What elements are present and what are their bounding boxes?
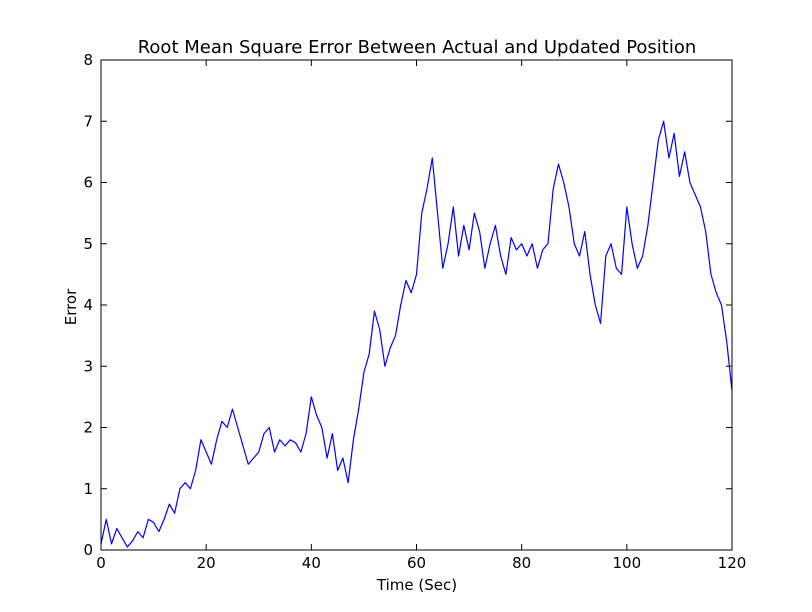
y-tick-label: 4	[83, 296, 93, 314]
x-axis-label: Time (Sec)	[376, 576, 457, 594]
y-tick-label: 7	[83, 112, 93, 130]
series-line	[100, 120, 733, 548]
y-tick-label: 0	[83, 541, 93, 559]
x-tick-label: 120	[718, 554, 747, 572]
chart-title: Root Mean Square Error Between Actual an…	[138, 37, 697, 58]
y-axis-label: Error	[62, 288, 80, 325]
x-tick-label: 0	[96, 554, 106, 572]
y-tick-label: 8	[83, 51, 93, 69]
x-tick-label: 40	[302, 554, 321, 572]
axis-ticks: 0 20 40 60 80 100 120 0 1 2 3 4 5 6 7 8	[83, 51, 746, 572]
x-tick-label: 80	[512, 554, 531, 572]
y-tick-label: 2	[83, 419, 93, 437]
y-tick-label: 1	[83, 480, 93, 498]
x-tick-label: 20	[197, 554, 216, 572]
plot-frame	[100, 59, 733, 551]
y-tick-label: 5	[83, 235, 93, 253]
x-tick-label: 100	[613, 554, 642, 572]
y-tick-label: 3	[83, 357, 93, 375]
y-tick-label: 6	[83, 174, 93, 192]
plot-area	[100, 120, 733, 548]
x-tick-label: 60	[407, 554, 426, 572]
